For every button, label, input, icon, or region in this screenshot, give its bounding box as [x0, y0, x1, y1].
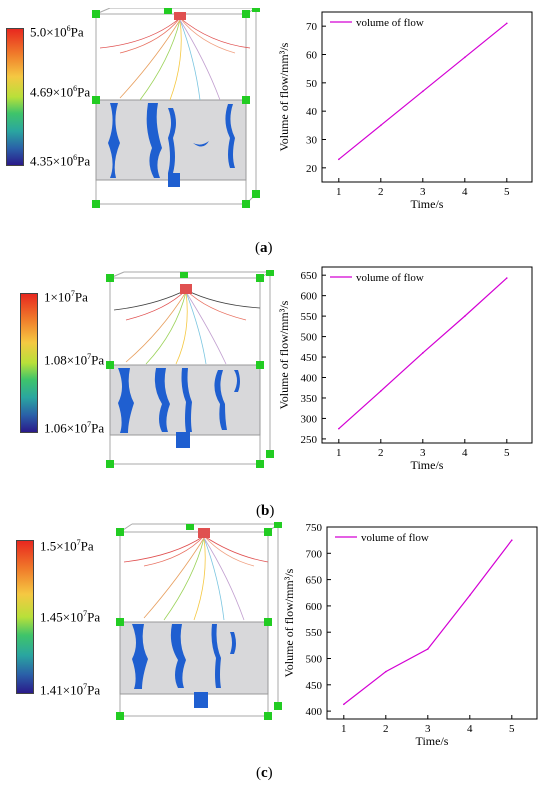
y-tick-label: 550	[301, 311, 318, 323]
x-axis-label: Time/s	[411, 458, 444, 472]
y-tick-label: 450	[306, 680, 323, 692]
x-tick-label: 2	[383, 723, 389, 735]
x-tick-label: 4	[462, 447, 468, 459]
corner-markers-b	[106, 270, 274, 468]
y-tick-label: 400	[301, 373, 318, 385]
pore-channels-b	[118, 368, 240, 448]
colorbar-b-mid-label: 1.08×107Pa	[44, 352, 105, 368]
colorbar-c-bottom-label: 1.41×107Pa	[40, 682, 101, 698]
colorbar-a-mid-label: 4.69×106Pa	[30, 84, 91, 100]
x-tick-label: 3	[420, 186, 426, 198]
panel-label-c: (c)	[256, 765, 273, 781]
data-point	[464, 315, 466, 317]
plot-frame	[321, 266, 533, 444]
pore-channels-c	[132, 624, 236, 708]
data-point	[469, 594, 471, 597]
x-tick-label: 5	[504, 447, 510, 459]
y-tick-label: 450	[301, 352, 318, 364]
x-axis-label: Time/s	[411, 197, 444, 211]
x-tick-label: 3	[420, 447, 426, 459]
data-point	[338, 427, 340, 430]
line-chart-a: 20 30 40 50 60 70 1 2 3 4 5 Time/s Volume of flow/mm…	[277, 11, 533, 211]
colorbar-b	[20, 293, 38, 433]
inlet-a	[174, 12, 186, 20]
line-chart-c: 400 450 500 550 600 650 700 750 1 2 3 4 5 Time/s Volum…	[282, 522, 538, 748]
y-tick-label: 550	[306, 627, 323, 639]
y-tick-label: 500	[301, 332, 318, 344]
y-tick-label: 650	[306, 575, 323, 587]
colorbar-c-top-label: 1.5×107Pa	[40, 538, 94, 554]
data-point	[422, 352, 424, 354]
x-tick-label: 4	[462, 186, 468, 198]
data-point	[511, 539, 513, 541]
plot-frame	[321, 11, 533, 183]
legend-label: volume of flow	[356, 17, 424, 29]
data-point	[422, 90, 424, 93]
data-point	[427, 648, 429, 650]
data-point	[506, 22, 508, 25]
colorbar-b-top-label: 1×107Pa	[44, 289, 88, 305]
y-axis-label: Volume of flow/mm³/s	[277, 300, 291, 409]
line-chart-b: 250 300 350 400 450 500 550 600 650 1 2 3 4 5 Time/s Vo…	[277, 266, 533, 472]
colorbar-b-bottom-label: 1.06×107Pa	[44, 420, 105, 436]
series-line	[343, 539, 513, 705]
y-tick-label: 750	[306, 522, 323, 534]
panel-label-a: (a)	[255, 240, 273, 256]
x-tick-label: 4	[467, 723, 473, 735]
data-point	[506, 277, 508, 279]
colorbar-c	[16, 540, 34, 694]
legend-label: volume of flow	[361, 532, 429, 544]
data-point	[464, 56, 466, 59]
colorbar-a	[6, 28, 24, 166]
data-point	[380, 124, 382, 127]
y-tick-label: 250	[301, 434, 318, 446]
legend-label: volume of flow	[356, 272, 424, 284]
colorbar-c-mid-label: 1.45×107Pa	[40, 609, 101, 625]
flow-simulation-b	[106, 270, 274, 468]
data-point	[380, 390, 382, 392]
y-tick-label: 300	[301, 413, 318, 425]
streamlines-b	[113, 289, 261, 365]
y-tick-label: 650	[301, 270, 318, 282]
data-point	[338, 158, 340, 161]
panel-label-b: (b)	[256, 503, 275, 519]
flow-simulation-c	[116, 522, 282, 720]
x-tick-label: 3	[425, 723, 431, 735]
pore-channels-a	[108, 103, 235, 187]
y-tick-label: 700	[306, 548, 323, 560]
y-tick-label: 600	[301, 291, 318, 303]
x-axis-label: Time/s	[416, 734, 449, 748]
flow-simulation-a	[92, 8, 260, 208]
data-point	[385, 670, 387, 673]
streamlines-a	[99, 17, 251, 101]
inlet-c	[198, 528, 210, 538]
y-axis-label: Volume of flow/mm³/s	[277, 42, 291, 151]
y-axis-label: Volume of flow/mm³/s	[282, 568, 296, 677]
plot-frame	[326, 526, 538, 720]
x-tick-label: 1	[341, 723, 347, 735]
inlet-b	[180, 284, 192, 294]
data-point	[343, 703, 345, 706]
colorbar-a-bottom-label: 4.35×106Pa	[30, 153, 91, 169]
x-tick-label: 5	[504, 186, 510, 198]
streamlines-c	[123, 535, 269, 621]
y-tick-label: 400	[306, 706, 323, 718]
y-tick-label: 50	[306, 78, 318, 90]
corner-markers-c	[116, 522, 282, 720]
x-tick-label: 1	[336, 186, 342, 198]
x-tick-label: 2	[378, 186, 384, 198]
y-tick-label: 40	[306, 106, 318, 118]
colorbar-a-top-label: 5.0×106Pa	[30, 24, 84, 40]
corner-markers-a	[92, 8, 260, 208]
y-tick-label: 600	[306, 601, 323, 613]
y-tick-label: 70	[306, 21, 318, 33]
y-tick-label: 30	[306, 135, 318, 147]
x-tick-label: 1	[336, 447, 342, 459]
y-tick-label: 60	[306, 50, 318, 62]
x-tick-label: 2	[378, 447, 384, 459]
y-tick-label: 20	[306, 163, 318, 175]
y-tick-label: 350	[301, 393, 318, 405]
y-tick-label: 500	[306, 654, 323, 666]
x-tick-label: 5	[509, 723, 515, 735]
